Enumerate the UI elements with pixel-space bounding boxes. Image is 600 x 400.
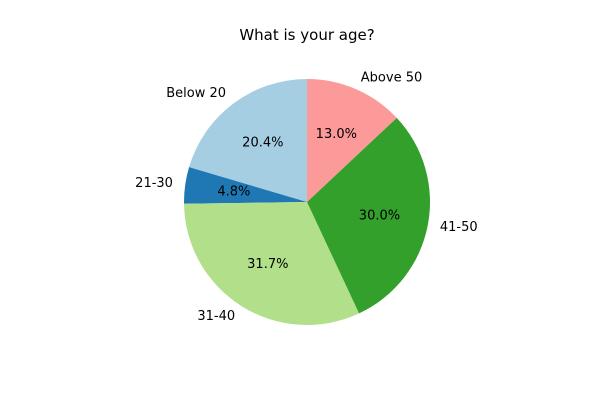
percent-label-above-50: 13.0% — [316, 127, 357, 142]
pie-slice-41-50 — [307, 117, 430, 314]
category-label-21-30: 21-30 — [135, 176, 173, 191]
category-label-41-50: 41-50 — [440, 220, 478, 235]
percent-label-31-40: 31.7% — [247, 257, 288, 272]
pie-slices — [184, 79, 430, 325]
pie-slice-above-50 — [307, 79, 397, 202]
pie-slice-31-40 — [184, 202, 360, 325]
category-labels: Below 20 21-30 31-40 41-50 Above 50 — [135, 70, 477, 324]
pie-slice-below-20 — [189, 79, 307, 202]
percent-label-41-50: 30.0% — [359, 208, 400, 223]
percent-label-21-30: 4.8% — [217, 184, 250, 199]
category-label-below-20: Below 20 — [166, 86, 226, 101]
chart-title: What is your age? — [239, 26, 374, 44]
category-label-31-40: 31-40 — [197, 309, 235, 324]
category-label-above-50: Above 50 — [361, 70, 422, 85]
percent-label-below-20: 20.4% — [242, 135, 283, 150]
pie-slice-21-30 — [184, 167, 307, 204]
percent-labels: 20.4% 4.8% 31.7% 30.0% 13.0% — [217, 127, 400, 272]
